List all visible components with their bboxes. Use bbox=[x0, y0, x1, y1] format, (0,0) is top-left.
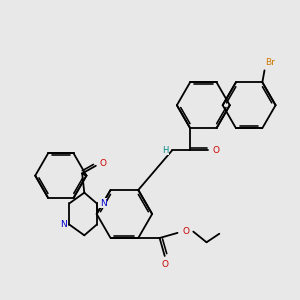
Text: N: N bbox=[60, 220, 66, 229]
Text: O: O bbox=[212, 146, 219, 155]
Text: Br: Br bbox=[265, 58, 275, 67]
Text: O: O bbox=[161, 260, 168, 269]
Text: O: O bbox=[100, 159, 106, 168]
Text: O: O bbox=[182, 227, 189, 236]
Text: H: H bbox=[163, 146, 169, 155]
Text: N: N bbox=[100, 199, 106, 208]
